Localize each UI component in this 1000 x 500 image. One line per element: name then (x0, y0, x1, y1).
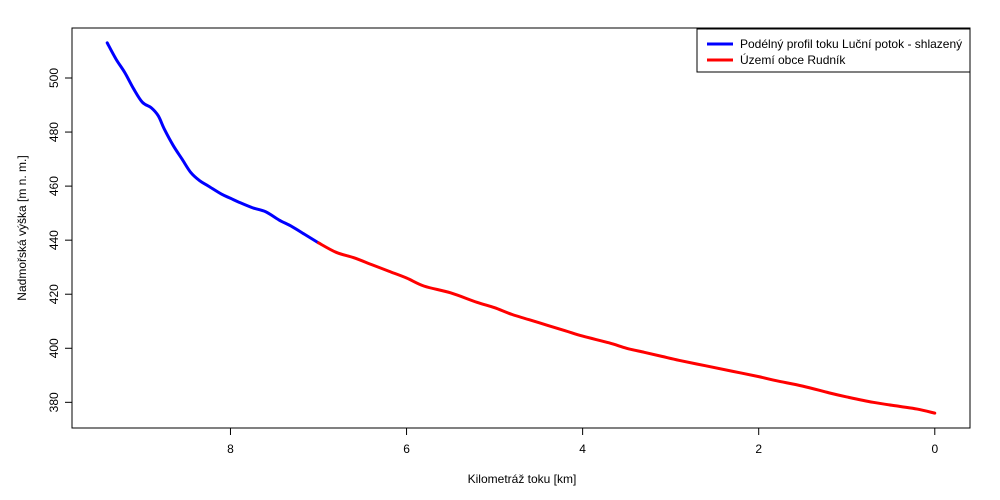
legend-entry-profile: Podélný profil toku Luční potok - shlaze… (740, 37, 962, 51)
y-tick-label: 480 (47, 122, 61, 142)
x-axis-title: Kilometráž toku [km] (468, 472, 577, 486)
legend-box (696, 28, 971, 73)
x-tick-label: 2 (755, 442, 762, 456)
legend-entry-rudnik: Území obce Rudník (740, 52, 846, 67)
y-tick-label: 380 (47, 392, 61, 412)
plot-area (105, 41, 937, 415)
plot-frame (71, 27, 971, 429)
x-tick-label: 0 (931, 442, 938, 456)
y-tick-label: 500 (47, 68, 61, 88)
y-tick-label: 420 (47, 284, 61, 304)
series-line-0 (105, 41, 321, 245)
y-tick-label: 440 (47, 230, 61, 250)
y-tick-label: 460 (47, 176, 61, 196)
y-tick-label: 400 (47, 338, 61, 358)
series-line-1 (317, 241, 937, 415)
x-tick-label: 4 (579, 442, 586, 456)
x-tick-label: 6 (403, 442, 410, 456)
x-tick-label: 8 (227, 442, 234, 456)
y-axis-title: Nadmořská výška [m n. m.] (15, 155, 29, 300)
legend: Podélný profil toku Luční potok - shlaze… (696, 28, 971, 73)
